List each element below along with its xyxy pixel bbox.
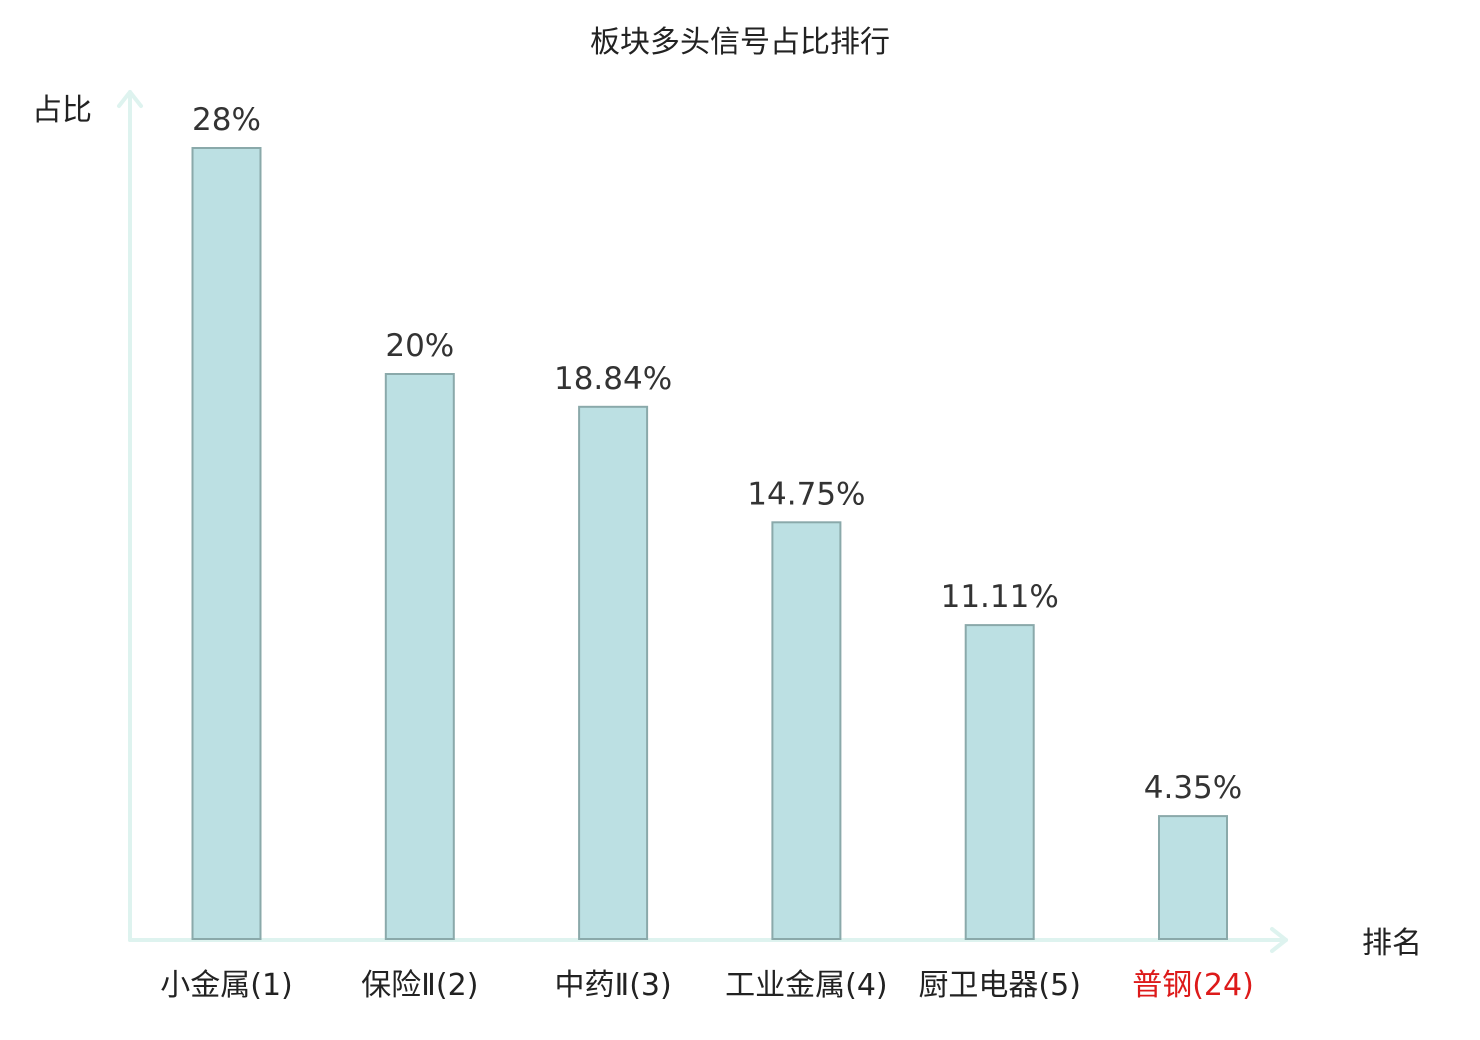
x-axis-arrow-icon	[1270, 927, 1288, 953]
bar	[771, 521, 842, 940]
category-label: 厨卫电器(5)	[918, 968, 1081, 1003]
category-label: 保险Ⅱ(2)	[361, 968, 478, 1003]
category-label-highlighted: 普钢(24)	[1132, 968, 1254, 1003]
x-axis-label: 排名	[1362, 926, 1422, 961]
category-label: 中药Ⅱ(3)	[554, 968, 671, 1003]
bar-value-label: 11.11%	[941, 579, 1059, 615]
bars-layer	[191, 147, 1228, 940]
bar	[191, 147, 262, 940]
category-label: 工业金属(4)	[725, 968, 888, 1003]
bar-value-label: 20%	[385, 328, 454, 364]
bar	[578, 405, 649, 940]
category-labels-layer: 小金属(1) 保险Ⅱ(2) 中药Ⅱ(3) 工业金属(4) 厨卫电器(5) 普钢(24)	[160, 968, 1254, 1003]
bar	[1158, 815, 1228, 940]
bar	[964, 624, 1035, 940]
bar-value-label: 4.35%	[1144, 770, 1242, 806]
value-labels-layer: 28% 20% 18.84% 14.75% 11.11% 4.35%	[192, 102, 1242, 806]
y-axis-arrow-icon	[117, 90, 143, 108]
chart-title: 板块多头信号占比排行	[590, 25, 890, 60]
category-label: 小金属(1)	[160, 968, 293, 1003]
bar-value-label: 28%	[192, 102, 261, 138]
bar-value-label: 18.84%	[554, 361, 672, 397]
bar	[384, 373, 455, 940]
y-axis-label: 占比	[32, 93, 92, 128]
bar-value-label: 14.75%	[747, 476, 865, 512]
